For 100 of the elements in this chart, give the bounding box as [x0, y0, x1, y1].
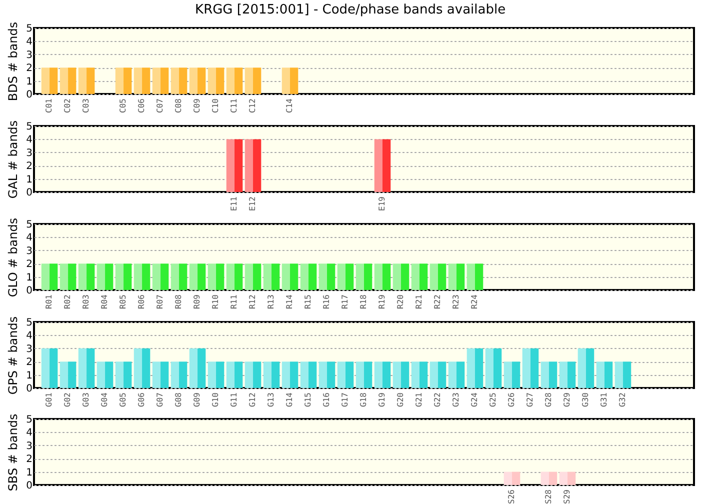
y-tick-label: 2 — [26, 161, 32, 172]
x-tick-label: R05 — [118, 294, 128, 309]
x-tick-label: R01 — [44, 294, 54, 309]
x-tick-label: R10 — [211, 294, 220, 309]
y-tick-label: 4 — [26, 134, 32, 146]
x-tick-label: G02 — [63, 392, 72, 407]
y-tick-label: 4 — [26, 232, 32, 244]
x-tick-label: E19 — [378, 196, 386, 211]
x-tick-label: R19 — [378, 294, 386, 309]
x-tick-label: S26 — [506, 489, 516, 504]
x-tick-label: C03 — [82, 98, 91, 113]
y-tick-label: 3 — [26, 50, 32, 61]
x-tick-label: C08 — [174, 98, 184, 113]
y-tick-label: 4 — [26, 330, 32, 342]
y-tick-label: 3 — [26, 344, 32, 355]
x-tick-label: G24 — [470, 392, 479, 407]
y-tick-label: 5 — [26, 24, 32, 34]
y-tick-label: 5 — [26, 122, 32, 132]
y-tick-label: 5 — [26, 414, 32, 426]
x-tick-label: G25 — [488, 392, 498, 407]
y-axis-title: GLO # bands — [6, 218, 20, 298]
x-tick-label: R21 — [414, 294, 424, 309]
x-tick-label: G07 — [156, 392, 165, 407]
y-tick-label: 3 — [26, 440, 32, 452]
y-tick-label: 3 — [26, 246, 32, 257]
y-tick-label: 0 — [26, 286, 32, 296]
x-tick-label: C06 — [137, 98, 146, 113]
x-tick-label: R23 — [451, 294, 460, 309]
x-tick-label: R09 — [192, 294, 202, 309]
y-tick-label: 0 — [26, 90, 32, 100]
x-tick-label: R24 — [470, 294, 479, 309]
x-tick-label: G27 — [525, 392, 534, 407]
x-tick-label: E12 — [248, 196, 258, 211]
x-tick-label: R22 — [432, 294, 442, 309]
chart-title: KRGG [2015:001] - Code/phase bands available — [195, 2, 506, 18]
x-tick-label: G19 — [378, 392, 386, 407]
x-tick-label: G31 — [599, 392, 608, 407]
x-tick-label: R07 — [156, 294, 165, 309]
x-tick-label: G29 — [562, 392, 572, 407]
y-tick-label: 4 — [26, 428, 32, 439]
x-tick-label: R17 — [340, 294, 350, 309]
x-tick-label: G11 — [230, 392, 239, 407]
y-tick-label: 0 — [26, 480, 32, 492]
x-tick-label: G04 — [100, 392, 110, 407]
x-tick-label: C09 — [192, 98, 202, 113]
y-tick-label: 0 — [26, 384, 32, 394]
x-tick-label: C07 — [156, 98, 165, 113]
x-tick-label: G16 — [322, 392, 332, 407]
x-tick-label: G22 — [432, 392, 442, 407]
x-tick-label: R11 — [230, 294, 239, 309]
x-tick-label: G28 — [544, 392, 553, 407]
x-tick-label: G15 — [304, 392, 313, 407]
y-tick-label: 1 — [26, 467, 32, 478]
x-tick-label: R04 — [100, 294, 110, 309]
x-tick-label: S28 — [544, 489, 553, 504]
x-tick-label: C12 — [248, 98, 258, 113]
y-tick-label: 5 — [26, 318, 32, 328]
x-tick-label: R03 — [82, 294, 91, 309]
x-tick-label: G30 — [580, 392, 590, 407]
x-tick-label: R12 — [248, 294, 258, 309]
x-tick-label: C02 — [63, 98, 72, 113]
x-tick-label: C14 — [285, 98, 294, 113]
x-tick-label: C11 — [230, 98, 239, 113]
x-tick-label: G17 — [340, 392, 350, 407]
y-axis-title: SBS # bands — [6, 414, 20, 492]
x-tick-label: R08 — [174, 294, 184, 309]
y-tick-label: 0 — [26, 188, 32, 198]
x-tick-label: R20 — [396, 294, 405, 309]
x-tick-label: G14 — [285, 392, 294, 407]
x-tick-label: G03 — [82, 392, 91, 407]
y-axis-title: BDS # bands — [6, 22, 20, 102]
y-tick-label: 2 — [26, 259, 32, 270]
x-tick-label: G05 — [118, 392, 128, 407]
x-tick-label: G32 — [618, 392, 627, 407]
y-tick-label: 2 — [26, 357, 32, 368]
x-tick-label: R15 — [304, 294, 313, 309]
x-tick-label: C01 — [44, 98, 54, 113]
x-tick-label: G23 — [451, 392, 460, 407]
x-tick-label: R06 — [137, 294, 146, 309]
x-tick-label: R13 — [266, 294, 276, 309]
y-tick-label: 3 — [26, 148, 32, 159]
y-tick-label: 1 — [26, 370, 32, 382]
y-tick-label: 1 — [26, 76, 32, 88]
x-tick-label: G18 — [359, 392, 368, 407]
y-tick-label: 4 — [26, 36, 32, 48]
x-tick-label: C05 — [118, 98, 128, 113]
x-tick-label: R02 — [63, 294, 72, 309]
x-tick-label: R14 — [285, 294, 294, 309]
x-tick-label: R16 — [322, 294, 332, 309]
x-tick-label: C10 — [211, 98, 220, 113]
x-tick-label: G09 — [192, 392, 202, 407]
y-axis-title: GAL # bands — [6, 120, 20, 199]
y-tick-label: 2 — [26, 454, 32, 466]
y-tick-label: 5 — [26, 220, 32, 230]
x-tick-label: G26 — [506, 392, 516, 407]
x-tick-label: G21 — [414, 392, 424, 407]
x-tick-label: G08 — [174, 392, 184, 407]
y-tick-label: 1 — [26, 272, 32, 284]
x-tick-label: E11 — [230, 196, 239, 211]
x-tick-label: R18 — [359, 294, 368, 309]
